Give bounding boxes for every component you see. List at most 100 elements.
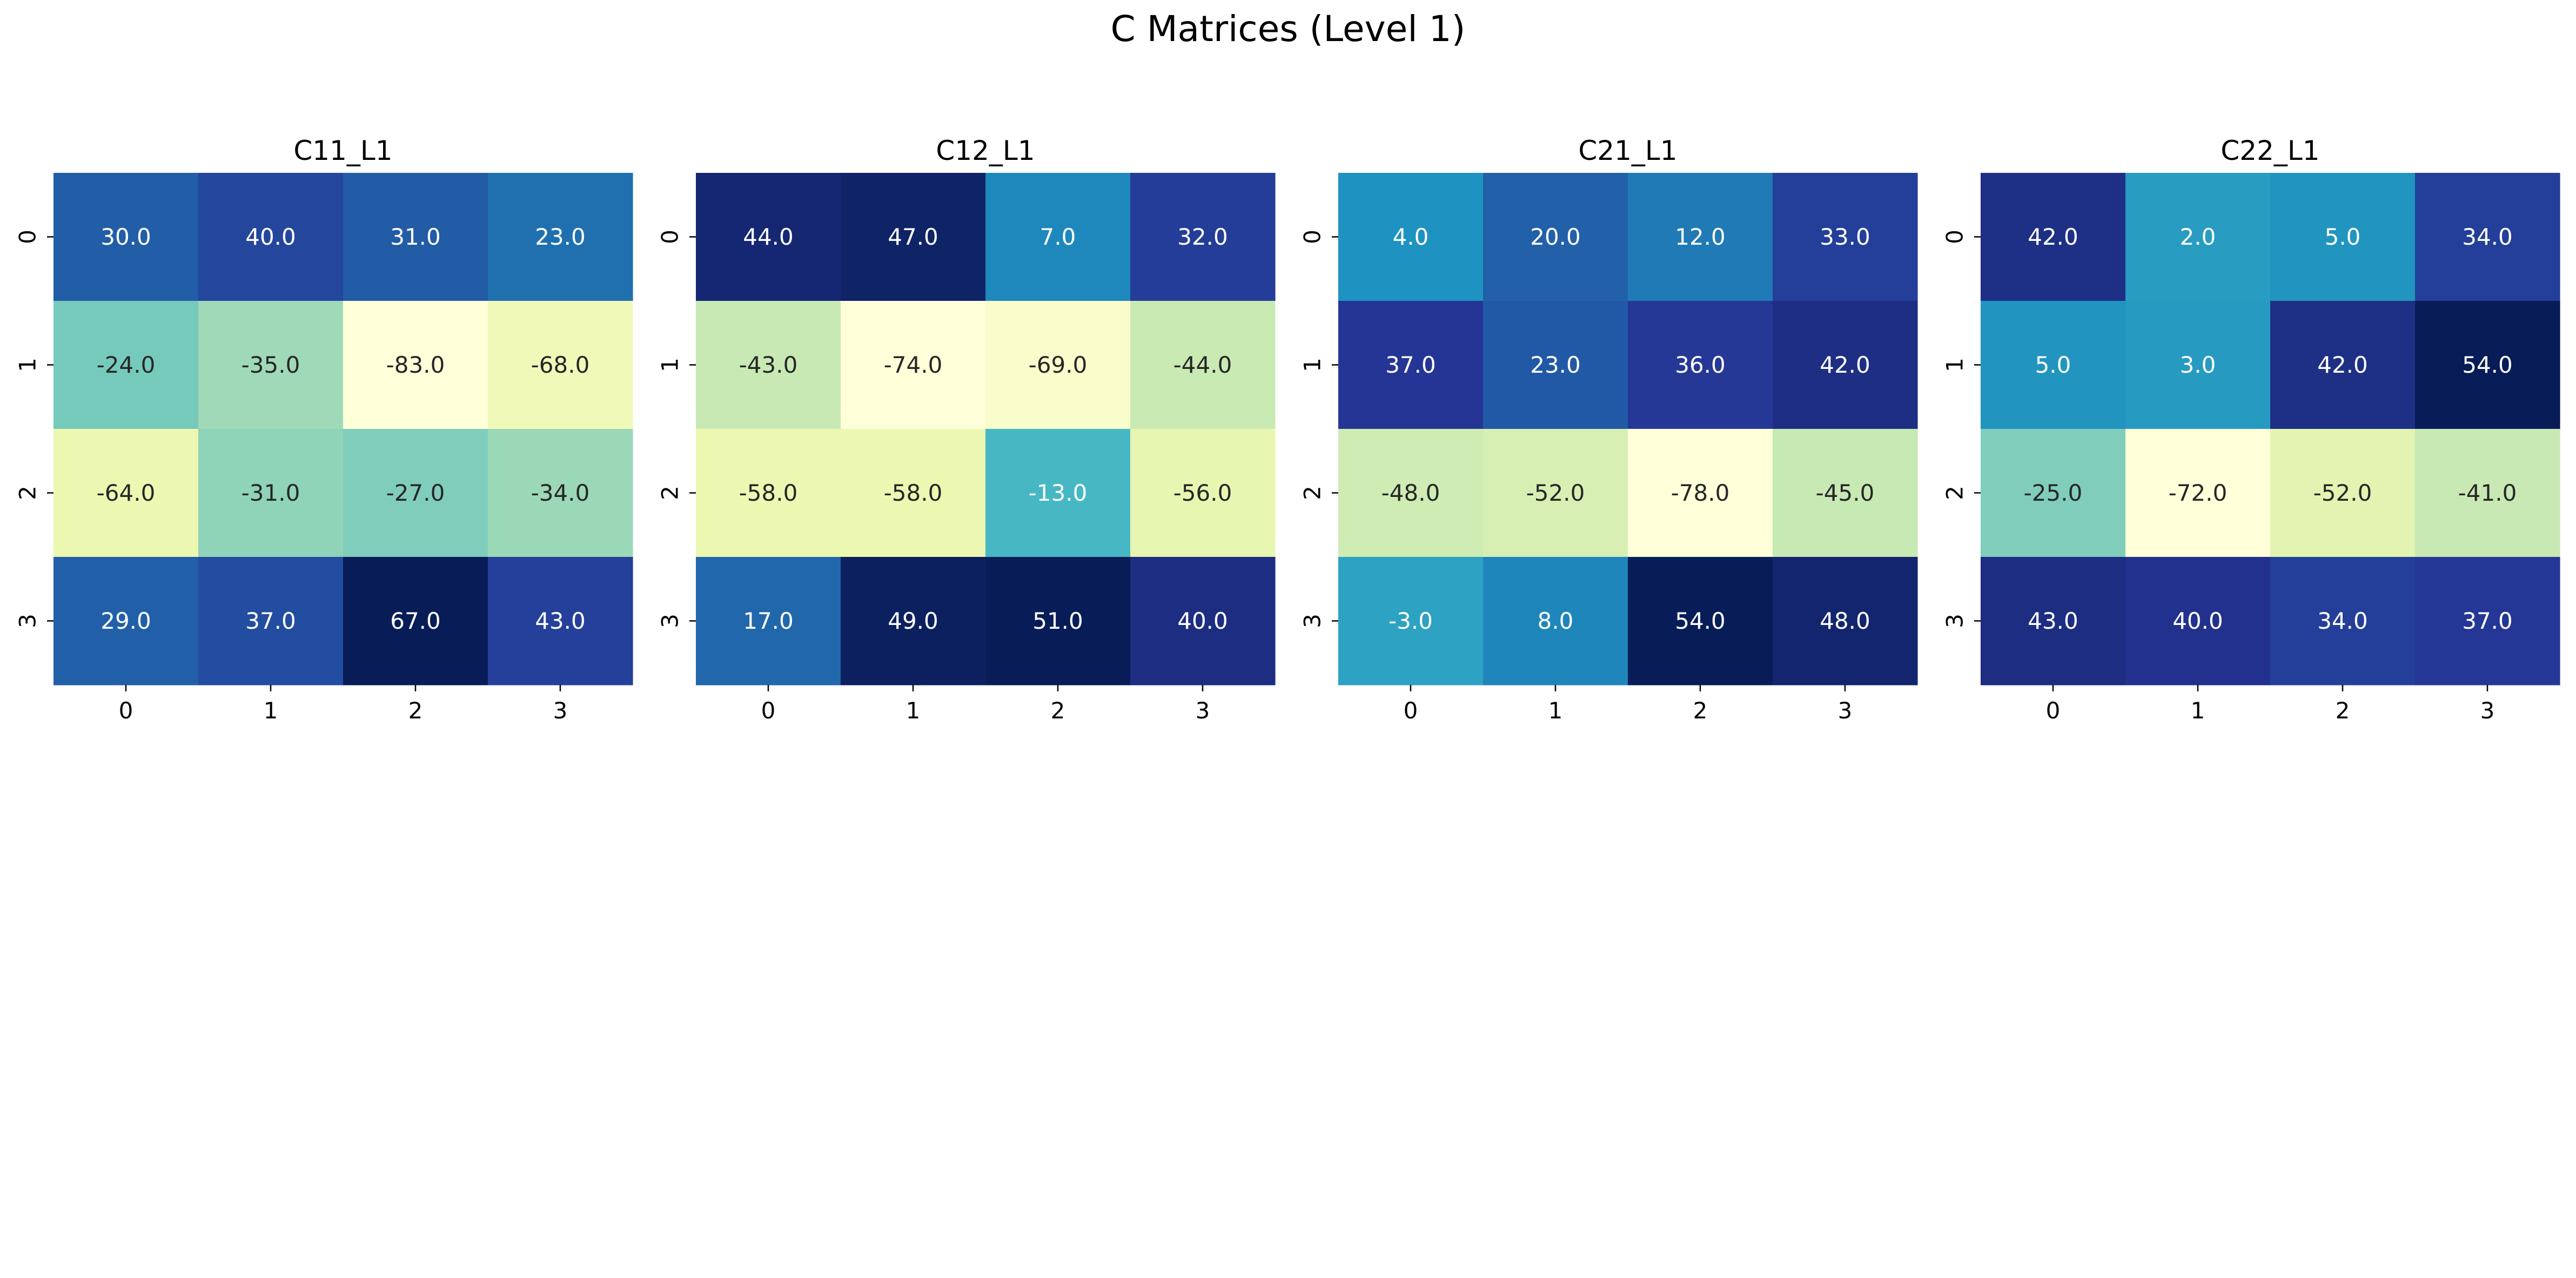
y-tick-label: 3	[1942, 614, 1968, 628]
cell-value-label: 30.0	[100, 224, 151, 250]
y-tick-label: 2	[657, 486, 683, 500]
cell-value-label: 2.0	[2180, 224, 2216, 250]
heatmap-cell	[198, 301, 344, 429]
y-tick-label: 2	[15, 486, 41, 500]
y-tick-label: 0	[1299, 230, 1326, 244]
cell-value-label: -52.0	[2313, 480, 2372, 506]
heatmap-cell	[488, 173, 633, 301]
x-tick-label: 0	[1404, 697, 1418, 724]
panel-title: C11_L1	[293, 135, 392, 166]
heatmap-cell	[1483, 557, 1628, 685]
heatmap-cell	[841, 301, 986, 429]
heatmap-cell	[2415, 173, 2560, 301]
heatmap-cell	[696, 301, 841, 429]
heatmap-cell	[1483, 173, 1628, 301]
heatmap-cell	[1773, 557, 1918, 685]
heatmap-cell	[53, 557, 199, 685]
heatmap-cell	[2270, 429, 2416, 557]
heatmap-cell	[696, 429, 841, 557]
heatmap-cell	[1773, 429, 1918, 557]
cell-value-label: -72.0	[2169, 480, 2228, 506]
cell-value-label: 31.0	[390, 224, 441, 250]
cell-value-label: -69.0	[1029, 352, 1088, 378]
cell-value-label: 42.0	[2317, 352, 2368, 378]
heatmap-cell	[841, 173, 986, 301]
heatmap-cell	[2415, 301, 2560, 429]
heatmap-cell	[1628, 173, 1773, 301]
x-tick-label: 0	[2046, 697, 2061, 724]
heatmap-cell	[1338, 429, 1484, 557]
x-tick-label: 3	[1838, 697, 1853, 724]
heatmap-cell	[1338, 301, 1484, 429]
cell-value-label: -43.0	[739, 352, 798, 378]
heatmap-cell	[2270, 301, 2416, 429]
heatmap-cell	[488, 429, 633, 557]
cell-value-label: -68.0	[531, 352, 590, 378]
heatmap-cell	[1981, 173, 2126, 301]
cell-value-label: 43.0	[2028, 608, 2078, 634]
heatmap-cell	[1628, 429, 1773, 557]
cell-value-label: 17.0	[743, 608, 794, 634]
heatmap-cell	[1130, 557, 1276, 685]
heatmap-panel: C21_L1 4.0 20.0 12.0 33.0 37.0 23.0 36.0 42.0 -48…	[1299, 135, 1918, 724]
heatmap-cell	[343, 557, 488, 685]
cell-value-label: 42.0	[1820, 352, 1870, 378]
heatmap-cell	[985, 557, 1131, 685]
heatmap-cell	[1338, 173, 1484, 301]
cell-value-label: 37.0	[2462, 608, 2513, 634]
cell-value-label: 44.0	[743, 224, 794, 250]
heatmap-cell	[985, 429, 1131, 557]
x-tick-label: 2	[1693, 697, 1708, 724]
cell-value-label: 47.0	[888, 224, 938, 250]
cell-value-label: 33.0	[1820, 224, 1870, 250]
cell-value-label: 23.0	[1530, 352, 1581, 378]
x-tick-label: 2	[2336, 697, 2350, 724]
heatmap-cell	[1130, 429, 1276, 557]
cell-value-label: 4.0	[1393, 224, 1429, 250]
cell-value-label: 42.0	[2028, 224, 2078, 250]
panel-title: C22_L1	[2221, 135, 2319, 166]
heatmap-cell	[53, 301, 199, 429]
y-tick-label: 1	[15, 358, 41, 372]
heatmap-cell	[343, 301, 488, 429]
figure-title: C Matrices (Level 1)	[1111, 8, 1466, 50]
cell-value-label: 51.0	[1032, 608, 1083, 634]
cell-value-label: -35.0	[242, 352, 300, 378]
heatmap-cell	[1981, 301, 2126, 429]
heatmap-cell	[2125, 557, 2271, 685]
y-tick-label: 0	[15, 230, 41, 244]
cell-value-label: 5.0	[2035, 352, 2071, 378]
cell-value-label: 20.0	[1530, 224, 1581, 250]
heatmap-cell	[1628, 557, 1773, 685]
cell-value-label: -58.0	[739, 480, 798, 506]
cell-value-label: 37.0	[245, 608, 296, 634]
cell-value-label: -45.0	[1816, 480, 1875, 506]
y-tick-label: 2	[1942, 486, 1968, 500]
cell-value-label: -24.0	[97, 352, 156, 378]
x-tick-label: 3	[2480, 697, 2495, 724]
cell-value-label: -44.0	[1173, 352, 1232, 378]
cell-value-label: 67.0	[390, 608, 441, 634]
heatmap-cell	[2415, 429, 2560, 557]
y-tick-label: 0	[1942, 230, 1968, 244]
heatmap-cell	[343, 429, 488, 557]
heatmap-cell	[696, 557, 841, 685]
heatmap-cell	[53, 429, 199, 557]
x-tick-label: 1	[1548, 697, 1563, 724]
x-tick-label: 1	[2191, 697, 2205, 724]
y-tick-label: 3	[15, 614, 41, 628]
y-tick-label: 1	[1299, 358, 1326, 372]
heatmap-cell	[1130, 173, 1276, 301]
cell-value-label: -64.0	[97, 480, 156, 506]
y-tick-label: 2	[1299, 486, 1326, 500]
heatmap-cell	[343, 173, 488, 301]
heatmap-cell	[1773, 173, 1918, 301]
x-tick-label: 0	[119, 697, 133, 724]
cell-value-label: 5.0	[2325, 224, 2361, 250]
cell-value-label: 29.0	[100, 608, 151, 634]
heatmap-cell	[53, 173, 199, 301]
heatmap-panel: C12_L1 44.0 47.0 7.0 32.0 -43.0 -74.0 -69.0 -44.…	[657, 135, 1276, 724]
cell-value-label: 48.0	[1820, 608, 1870, 634]
